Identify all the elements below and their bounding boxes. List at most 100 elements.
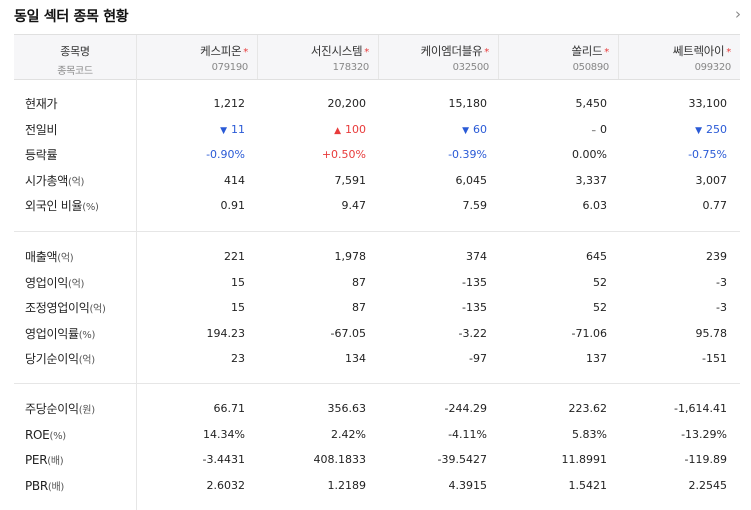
table-row: 전일비 ▼ 11 ▲ 100 ▼ 60 –0 ▼ 250 — [14, 118, 740, 142]
section-title: 동일 섹터 종목 현황 — [14, 9, 129, 25]
cell-value: 15 — [231, 301, 245, 314]
cell-value: 221 — [224, 250, 245, 263]
header-company-3[interactable]: 케이엠더블유 * 032500 — [379, 35, 499, 79]
table-cell: -71.06 — [572, 322, 607, 346]
cell-value: -4.11% — [448, 427, 487, 441]
cell-value: 408.1833 — [313, 453, 367, 466]
table-cell: 356.63 — [328, 397, 367, 421]
cell-value: -0.90% — [206, 148, 245, 161]
row-label: 영업이익(억) — [25, 271, 84, 297]
table-cell: -0.75% — [688, 143, 727, 167]
triangle-down-icon: ▼ — [695, 125, 702, 136]
cell-value: 374 — [466, 250, 487, 263]
table-cell: -3.4431 — [203, 448, 245, 472]
company-name[interactable]: 쎄트렉아이 — [672, 44, 725, 58]
table-cell: 137 — [586, 347, 607, 371]
cell-value: 223.62 — [568, 402, 608, 415]
table-cell: 7,591 — [335, 169, 367, 193]
column-divider — [136, 79, 137, 510]
company-name[interactable]: 케스피온 — [200, 44, 242, 58]
row-label-text: 조정영업이익 — [25, 301, 90, 315]
table-cell: 1,212 — [214, 92, 246, 116]
asterisk-icon: * — [604, 47, 609, 58]
table-cell: ▼ 11 — [220, 118, 245, 143]
header-company-4[interactable]: 쏠리드 * 050890 — [499, 35, 619, 79]
row-label: 주당순이익(원) — [25, 397, 95, 423]
cell-value: 5,450 — [575, 97, 608, 110]
row-label-unit: (억) — [57, 253, 74, 264]
chevron-right-icon[interactable]: › — [735, 5, 741, 23]
cell-value: 87 — [352, 301, 366, 314]
cell-value: 60 — [473, 122, 487, 136]
header-company-5[interactable]: 쎄트렉아이 * 099320 — [619, 35, 740, 79]
top-divider — [14, 34, 740, 35]
table-cell: 239 — [706, 245, 727, 269]
row-label-unit: (배) — [47, 456, 64, 467]
table-cell: 223.62 — [569, 397, 608, 421]
table-cell: -39.5427 — [438, 448, 487, 472]
table-row: 외국인 비율(%) 0.91 9.47 7.59 6.03 0.77 — [14, 194, 740, 218]
cell-value: -135 — [462, 275, 487, 289]
row-label-text: 외국인 비율 — [25, 199, 83, 213]
row-label-text: 등락률 — [25, 148, 58, 162]
table-cell: -135 — [462, 296, 487, 320]
row-label-unit: (%) — [78, 329, 96, 341]
header-company-2[interactable]: 서진시스템 * 178320 — [258, 35, 379, 79]
row-label-unit: (%) — [82, 202, 99, 213]
table-cell: 1.2189 — [328, 474, 367, 498]
row-label-text: ROE — [25, 427, 50, 442]
cell-value: 194.23 — [206, 326, 246, 340]
company-name[interactable]: 케이엠더블유 — [420, 44, 483, 58]
header-company-1[interactable]: 케스피온 * 079190 — [137, 35, 258, 79]
table-cell: 645 — [586, 245, 607, 269]
table-cell: ▲ 100 — [334, 118, 366, 143]
table-cell: -4.11% — [448, 423, 487, 447]
cell-value: 2.6032 — [206, 478, 246, 492]
table-cell: 33,100 — [689, 92, 728, 116]
asterisk-icon: * — [484, 47, 489, 58]
cell-value: 0.77 — [702, 199, 728, 212]
company-name[interactable]: 서진시스템 — [310, 44, 363, 58]
table-cell: –0 — [592, 118, 608, 143]
cell-value: -119.89 — [684, 453, 727, 466]
table-cell: 7.59 — [463, 194, 488, 218]
table-cell: 2.2545 — [689, 474, 728, 498]
table-cell: 11.8991 — [562, 448, 608, 472]
cell-value: -0.75% — [688, 148, 727, 161]
row-label: 전일비 — [25, 118, 58, 142]
cell-value: 7,591 — [334, 173, 367, 187]
cell-value: 14.34% — [203, 427, 245, 441]
table-cell: 1,978 — [335, 245, 367, 269]
table-cell: -3 — [716, 271, 727, 295]
cell-value: 33,100 — [688, 97, 728, 110]
cell-value: 0.91 — [220, 199, 246, 212]
header-name-code: 종목명 종목코드 — [14, 35, 137, 79]
group-divider — [14, 383, 740, 384]
cell-value: 87 — [352, 275, 366, 289]
table-cell: 0.77 — [703, 194, 728, 218]
row-label: ROE(%) — [25, 423, 66, 449]
table-cell: 414 — [224, 169, 245, 193]
cell-value: -3 — [716, 301, 727, 314]
triangle-down-icon: ▼ — [462, 125, 469, 136]
table-cell: 23 — [231, 347, 245, 371]
row-label-text: 영업이익 — [25, 275, 68, 290]
row-label-text: 당기순이익 — [25, 352, 79, 366]
cell-value: 1.5421 — [568, 478, 608, 492]
row-label: 영업이익률(%) — [25, 322, 95, 348]
table-cell: 52 — [593, 296, 607, 320]
company-name[interactable]: 쏠리드 — [571, 44, 603, 58]
row-label-text: 전일비 — [25, 122, 58, 137]
cell-value: 20,200 — [327, 97, 367, 110]
cell-value: 0 — [600, 122, 607, 136]
cell-value: -135 — [462, 301, 487, 314]
header-name-label: 종목명 — [60, 45, 90, 58]
row-label-text: 현재가 — [25, 97, 58, 111]
cell-value: 2.2545 — [688, 478, 728, 492]
table-row: 시가총액(억) 414 7,591 6,045 3,337 3,007 — [14, 169, 740, 193]
cell-value: 1,978 — [334, 250, 367, 263]
row-label-text: 영업이익률 — [25, 326, 79, 341]
row-label: 등락률 — [25, 143, 58, 167]
table-cell: 374 — [466, 245, 487, 269]
cell-value: 3,337 — [575, 173, 608, 187]
